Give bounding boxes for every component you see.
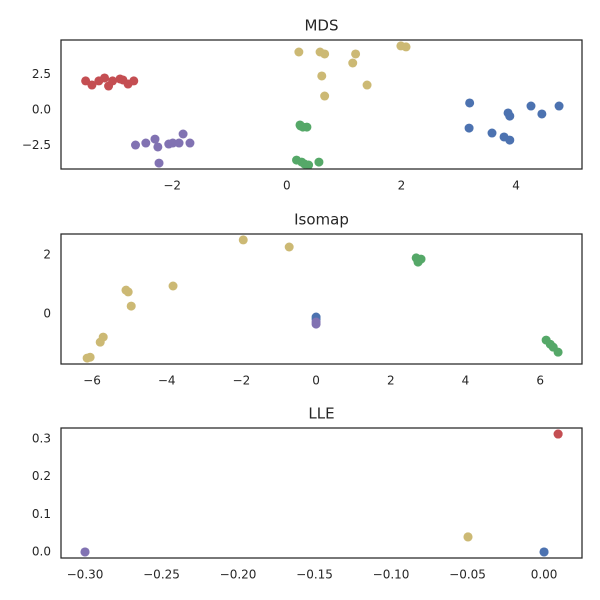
x-tick-label: 0.00 xyxy=(531,568,558,582)
point xyxy=(304,160,314,170)
x-tick-label: −0.30 xyxy=(67,568,104,582)
x-tick-label: 2 xyxy=(398,179,406,193)
point xyxy=(296,121,306,131)
x-tick-label: 6 xyxy=(536,374,544,388)
y-tick-label: 0.0 xyxy=(32,544,51,558)
point xyxy=(126,301,136,311)
point xyxy=(311,319,321,329)
point xyxy=(168,281,178,291)
point xyxy=(317,71,327,81)
point xyxy=(150,134,160,144)
y-tick-label: 0.2 xyxy=(32,469,51,483)
y-tick-label: 0.3 xyxy=(32,431,51,445)
x-tick-label: 4 xyxy=(512,179,520,193)
point xyxy=(108,76,118,86)
point xyxy=(351,49,361,59)
chart-title: Isomap xyxy=(294,211,349,229)
point xyxy=(95,337,105,347)
point xyxy=(463,532,473,542)
point xyxy=(553,347,563,357)
point xyxy=(320,91,330,101)
axes-frame xyxy=(60,39,583,170)
point xyxy=(238,235,248,245)
x-tick-label: 0 xyxy=(312,374,320,388)
x-tick-label: −2 xyxy=(233,374,251,388)
x-tick-label: 0 xyxy=(283,179,291,193)
point xyxy=(348,58,358,68)
y-tick-label: 0 xyxy=(43,307,51,321)
axes-frame xyxy=(60,233,583,365)
point xyxy=(178,129,188,139)
point xyxy=(123,287,133,297)
y-tick-label: 2 xyxy=(43,247,51,261)
point xyxy=(80,547,90,557)
y-tick-label: 0.0 xyxy=(32,103,51,117)
point xyxy=(320,49,330,59)
point xyxy=(82,353,92,363)
point xyxy=(168,138,178,148)
point xyxy=(174,138,184,148)
x-tick-label: 4 xyxy=(462,374,470,388)
x-tick-label: −6 xyxy=(83,374,101,388)
point xyxy=(129,76,139,86)
chart-title: LLE xyxy=(308,405,334,423)
point xyxy=(154,158,164,168)
x-tick-label: −2 xyxy=(163,179,181,193)
point xyxy=(505,111,515,121)
point xyxy=(553,429,563,439)
chart-title: MDS xyxy=(304,17,338,35)
y-tick-label: −2.5 xyxy=(22,138,51,152)
point xyxy=(554,101,564,111)
point xyxy=(539,547,549,557)
point xyxy=(314,157,324,167)
x-tick-label: −0.25 xyxy=(143,568,180,582)
point xyxy=(362,80,372,90)
point xyxy=(537,109,547,119)
point xyxy=(141,138,151,148)
x-tick-label: −4 xyxy=(158,374,176,388)
point xyxy=(284,242,294,252)
axes-frame xyxy=(60,427,583,559)
x-tick-label: −0.15 xyxy=(296,568,333,582)
x-tick-label: −0.10 xyxy=(373,568,410,582)
point xyxy=(401,42,411,52)
y-tick-label: 2.5 xyxy=(32,67,51,81)
point xyxy=(131,140,141,150)
point xyxy=(413,257,423,267)
point xyxy=(487,128,497,138)
point xyxy=(464,123,474,133)
x-tick-label: −0.20 xyxy=(220,568,257,582)
x-tick-label: −0.05 xyxy=(449,568,486,582)
point xyxy=(100,73,110,83)
point xyxy=(153,142,163,152)
x-tick-label: 2 xyxy=(387,374,395,388)
point xyxy=(526,101,536,111)
point xyxy=(294,47,304,57)
point xyxy=(87,80,97,90)
point xyxy=(185,138,195,148)
point xyxy=(505,135,515,145)
point xyxy=(465,98,475,108)
y-tick-label: 0.1 xyxy=(32,507,51,521)
